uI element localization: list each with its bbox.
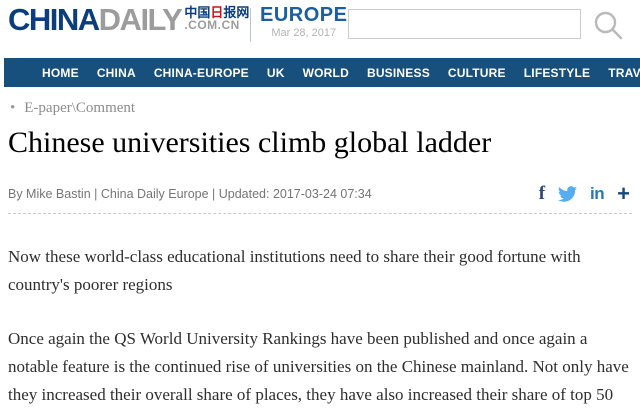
nav-item-home[interactable]: HOME <box>42 65 79 80</box>
breadcrumb-label[interactable]: E-paper\Comment <box>24 100 136 116</box>
facebook-icon[interactable]: f <box>538 183 546 204</box>
search-icon <box>591 9 625 46</box>
logo-sun-glyph: 日 <box>210 5 224 20</box>
article-content: • E-paper\Comment Chinese universities c… <box>8 87 632 409</box>
nav-item-travel[interactable]: TRAVEL <box>608 65 640 80</box>
article-byline: By Mike Bastin | China Daily Europe | Up… <box>8 187 372 201</box>
edition-label[interactable]: EUROPE <box>260 4 348 26</box>
main-navigation: HOME CHINA CHINA-EUROPE UK WORLD BUSINES… <box>4 58 640 87</box>
nav-item-china[interactable]: CHINA <box>96 65 136 80</box>
article-paragraph: Now these world-class educational instit… <box>8 247 581 294</box>
nav-item-world[interactable]: WORLD <box>302 65 349 80</box>
masthead-divider <box>250 8 251 42</box>
logo-cn-block: 中国日报网 .COM.CN <box>184 6 249 32</box>
logo-china-text: CHINA <box>8 2 100 37</box>
byline-divider <box>8 213 632 214</box>
twitter-icon[interactable] <box>558 184 577 204</box>
search-input[interactable] <box>348 9 581 39</box>
search-button[interactable] <box>589 8 627 46</box>
social-share-bar: f in + <box>538 181 632 206</box>
nav-item-business[interactable]: BUSINESS <box>366 65 430 80</box>
logo-wordmark: CHINADAILY <box>8 2 183 37</box>
logo-chinese-characters: 中国日报网 <box>184 5 250 20</box>
breadcrumb-bullet-icon: • <box>10 100 16 116</box>
linkedin-icon[interactable]: in <box>590 184 605 203</box>
article-title: Chinese universities climb global ladder <box>8 126 492 159</box>
masthead: CHINADAILY 中国日报网 .COM.CN EUROPE Mar 28, … <box>0 0 640 56</box>
byline-row: By Mike Bastin | China Daily Europe | Up… <box>8 181 632 206</box>
edition-block: EUROPE Mar 28, 2017 <box>260 4 347 39</box>
breadcrumb[interactable]: • E-paper\Comment <box>8 100 632 117</box>
nav-item-uk[interactable]: UK <box>266 65 285 80</box>
logo-domain-text: .COM.CN <box>184 18 240 32</box>
nav-item-lifestyle[interactable]: LIFESTYLE <box>523 65 591 80</box>
chinadaily-logo[interactable]: CHINADAILY 中国日报网 .COM.CN <box>8 4 249 36</box>
logo-daily-text: DAILY <box>98 2 183 37</box>
nav-item-china-europe[interactable]: CHINA-EUROPE <box>153 65 249 80</box>
nav-item-culture[interactable]: CULTURE <box>447 65 506 80</box>
masthead-date: Mar 28, 2017 <box>271 27 337 39</box>
share-more-icon[interactable]: + <box>617 181 630 206</box>
article-paragraph: Once again the QS World University Ranki… <box>8 329 629 404</box>
